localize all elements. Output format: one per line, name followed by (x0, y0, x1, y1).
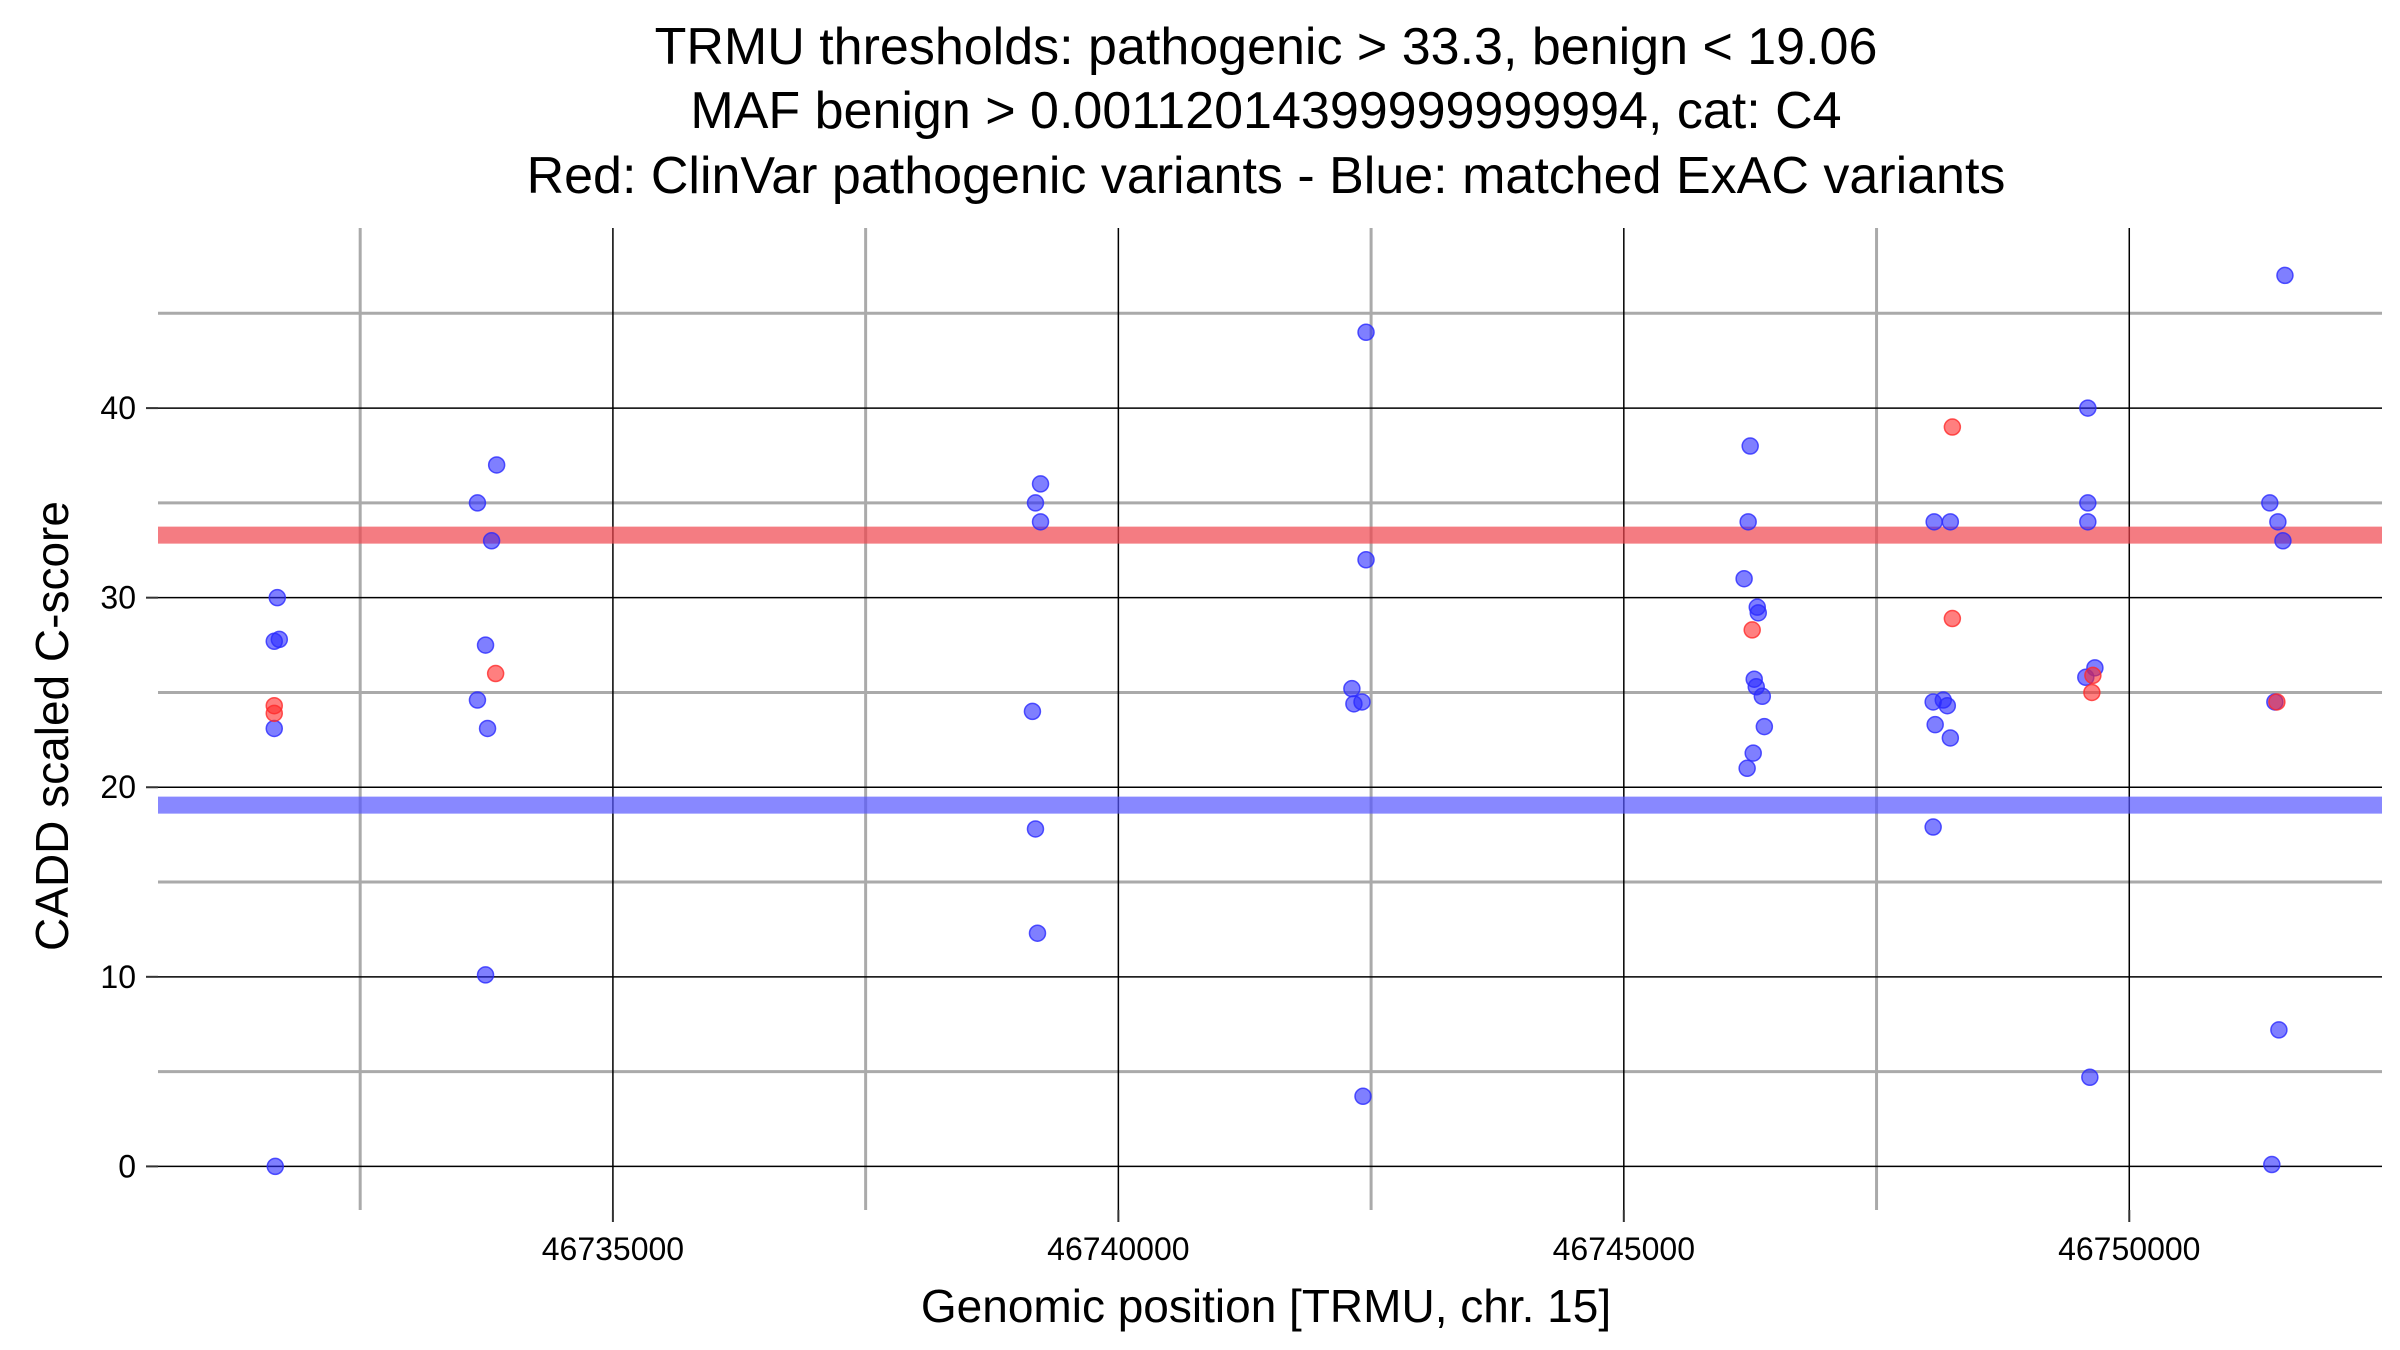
exac-point-14 (1031, 513, 1050, 531)
exac-point-9 (468, 691, 487, 709)
exac-point-19 (1357, 551, 1375, 569)
clinvar-point-8 (2268, 693, 2286, 711)
exac-point-6 (487, 456, 506, 474)
exac-point-39 (1938, 696, 1957, 715)
exac-point-16 (1026, 820, 1045, 838)
exac-point-15 (1023, 702, 1042, 721)
clinvar-point-3 (1943, 418, 1962, 436)
y-tick-label-2: 20 (100, 769, 136, 805)
exac-point-40 (1926, 715, 1944, 734)
y-axis-label: CADD scaled C-score (26, 501, 78, 951)
exac-point-33 (1744, 744, 1762, 762)
exac-point-4 (266, 1157, 285, 1176)
exac-point-31 (1753, 687, 1772, 706)
data-points (265, 266, 2294, 1176)
exac-point-24 (1741, 437, 1759, 455)
chart-title: TRMU thresholds: pathogenic > 33.3, beni… (527, 18, 2006, 205)
y-tick-label-1: 10 (100, 959, 136, 995)
exac-point-5 (468, 494, 487, 512)
exac-point-42 (1924, 818, 1942, 836)
exac-point-34 (1738, 759, 1756, 778)
clinvar-point-7 (2083, 683, 2101, 702)
clinvar-point-6 (2084, 666, 2102, 685)
exac-point-12 (1031, 475, 1050, 493)
exac-point-55 (2263, 1155, 2281, 1174)
minor-grid (158, 228, 2382, 1210)
exac-point-35 (1925, 513, 1943, 531)
x-axis: 46735000 46740000 46745000 46750000 (542, 1210, 2200, 1267)
exac-point-50 (2261, 494, 2279, 512)
y-axis: 0 10 20 30 40 (100, 390, 158, 1184)
exac-point-22 (1345, 695, 1363, 713)
exac-point-52 (2274, 532, 2292, 550)
y-tick-label-3: 30 (100, 580, 136, 616)
threshold-lines (158, 526, 2382, 814)
exac-point-18 (1357, 323, 1375, 342)
clinvar-point-4 (1943, 609, 1962, 628)
clinvar-point-2 (486, 664, 505, 683)
exac-point-41 (1941, 729, 1960, 747)
major-grid (158, 228, 2382, 1210)
exac-point-3 (265, 719, 284, 738)
exac-point-26 (1735, 569, 1753, 588)
exac-point-23 (1354, 1087, 1372, 1106)
title-line-1: TRMU thresholds: pathogenic > 33.3, beni… (655, 18, 1878, 76)
exac-point-0 (268, 588, 287, 607)
y-tick-label-0: 0 (118, 1148, 136, 1184)
exac-point-45 (2079, 513, 2097, 531)
exac-point-11 (476, 966, 495, 984)
x-tick-label-3: 46750000 (2058, 1231, 2200, 1267)
exac-point-49 (2276, 266, 2294, 285)
exac-point-13 (1026, 494, 1045, 512)
exac-point-25 (1739, 513, 1757, 531)
exac-point-32 (1755, 717, 1774, 736)
clinvar-point-5 (1743, 621, 1761, 639)
exac-point-7 (482, 532, 501, 550)
x-tick-label-1: 46740000 (1047, 1231, 1189, 1267)
clinvar-point-1 (265, 704, 284, 723)
exac-point-10 (478, 719, 497, 738)
x-axis-label: Genomic position [TRMU, chr. 15] (921, 1280, 1611, 1332)
exac-point-48 (2081, 1068, 2099, 1087)
exac-point-17 (1028, 924, 1047, 942)
exac-point-20 (1343, 679, 1361, 698)
exac-point-54 (2270, 1021, 2288, 1039)
exac-point-36 (1941, 513, 1960, 531)
x-tick-label-0: 46735000 (542, 1231, 684, 1267)
exac-point-44 (2079, 494, 2097, 512)
exac-point-28 (1749, 604, 1768, 622)
y-tick-label-4: 40 (100, 390, 136, 426)
exac-point-8 (476, 636, 495, 654)
title-line-2: MAF benign > 0.00112014399999999994, cat… (690, 82, 1841, 140)
x-tick-label-2: 46745000 (1553, 1231, 1695, 1267)
exac-point-43 (2079, 399, 2097, 417)
exac-point-51 (2269, 513, 2287, 531)
exac-point-2 (270, 630, 289, 649)
title-line-3: Red: ClinVar pathogenic variants - Blue:… (527, 147, 2006, 205)
